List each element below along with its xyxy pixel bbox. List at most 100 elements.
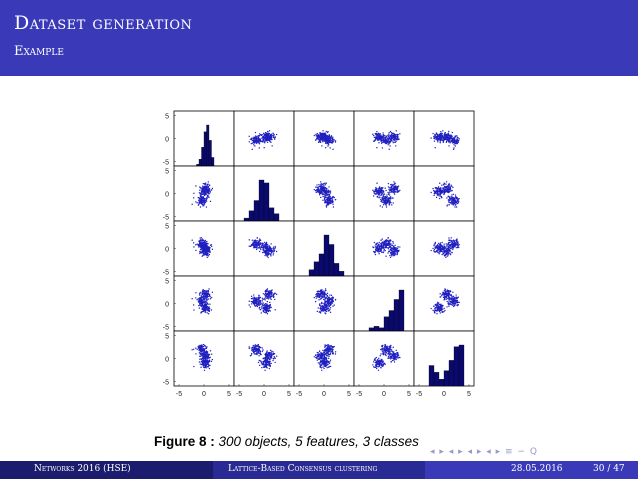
scatter-point <box>445 252 448 254</box>
scatter-point <box>434 241 437 244</box>
scatter-point <box>252 300 255 302</box>
scatter-point <box>452 186 454 189</box>
scatter-point <box>325 199 328 201</box>
scatter-point <box>456 239 458 242</box>
scatter-point <box>207 295 209 297</box>
scatter-point <box>254 145 256 147</box>
scatter-point <box>264 297 266 299</box>
scatter-point <box>259 303 262 306</box>
scatter-point <box>251 244 253 247</box>
scatter-point <box>210 296 213 299</box>
scatter-point <box>398 190 400 192</box>
scatter-point <box>387 237 390 239</box>
scatter-point <box>257 240 260 243</box>
scatter-point <box>389 130 392 133</box>
scatter-point <box>440 130 442 133</box>
scatter-point <box>250 137 253 139</box>
scatter-point <box>209 190 211 192</box>
scatter-point <box>391 255 393 257</box>
scatter-point <box>195 244 197 246</box>
scatter-point <box>202 298 204 301</box>
scatter-point <box>450 298 452 301</box>
scatter-point <box>433 310 436 312</box>
scatter-point <box>199 186 201 188</box>
scatter-point <box>445 249 447 252</box>
scatter-point <box>199 206 202 208</box>
histogram-bar <box>258 179 265 222</box>
scatter-point <box>446 138 448 141</box>
scatter-point <box>207 243 209 245</box>
scatter-point <box>456 139 458 141</box>
scatter-point <box>326 300 328 303</box>
scatter-point <box>454 140 457 142</box>
scatter-point <box>322 141 324 143</box>
scatter-point <box>454 145 456 147</box>
scatter-point <box>262 293 265 295</box>
scatter-point <box>373 250 375 253</box>
scatter-point <box>313 188 315 191</box>
scatter-point <box>454 194 457 196</box>
scatter-point <box>374 253 377 256</box>
scatter-point <box>444 189 446 191</box>
scatter-point <box>378 197 380 199</box>
scatter-point <box>445 291 447 294</box>
scatter-point <box>258 133 261 135</box>
scatter-point <box>272 293 274 296</box>
scatter-point <box>202 198 205 200</box>
scatter-point <box>204 293 206 295</box>
scatter-point <box>321 145 323 147</box>
histogram-bar <box>318 253 325 277</box>
scatter-point <box>209 200 212 203</box>
scatter-point <box>200 237 203 239</box>
scatter-point <box>453 141 456 143</box>
scatter-point <box>330 197 333 200</box>
scatter-point <box>441 132 443 135</box>
scatter-point <box>202 186 205 188</box>
scatter-point <box>437 141 439 143</box>
scatter-point <box>394 141 396 144</box>
scatter-point <box>209 251 211 253</box>
scatter-point <box>202 241 204 244</box>
scatter-point <box>379 249 381 251</box>
scatter-point <box>385 241 388 243</box>
scatter-point <box>441 139 443 141</box>
scatter-point <box>381 199 384 201</box>
scatter-point <box>381 188 383 190</box>
scatter-point <box>397 246 399 248</box>
scatter-point <box>320 137 323 140</box>
scatter-point <box>375 132 378 135</box>
scatter-point <box>372 195 375 197</box>
scatter-point <box>204 241 207 244</box>
scatter-point <box>195 185 197 187</box>
scatter-point <box>326 190 328 193</box>
scatter-point <box>443 298 446 301</box>
scatter-point <box>384 198 386 200</box>
scatter-point <box>383 134 385 137</box>
scatter-point <box>325 192 328 194</box>
scatter-point <box>437 242 440 245</box>
scatter-point <box>270 306 272 309</box>
scatter-point <box>199 302 201 304</box>
scatter-point <box>204 197 206 200</box>
scatter-point <box>259 300 261 303</box>
scatter-point <box>325 182 327 184</box>
scatter-point <box>266 141 269 144</box>
scatter-point <box>447 132 450 135</box>
scatter-point <box>208 253 211 256</box>
scatter-point <box>272 136 275 138</box>
scatter-point <box>441 197 443 199</box>
scatter-point <box>382 204 385 206</box>
scatter-point <box>397 250 400 253</box>
scatter-point <box>437 187 440 189</box>
scatter-point <box>264 254 266 257</box>
scatter-point <box>389 256 392 259</box>
scatter-point <box>383 141 386 143</box>
scatter-point <box>202 190 204 193</box>
scatter-point <box>448 305 450 307</box>
scatter-point <box>452 244 454 246</box>
scatter-point <box>200 241 203 243</box>
histogram-bar <box>198 159 202 167</box>
scatter-point <box>329 297 331 299</box>
scatter-point <box>442 136 444 138</box>
scatter-point <box>319 137 321 139</box>
